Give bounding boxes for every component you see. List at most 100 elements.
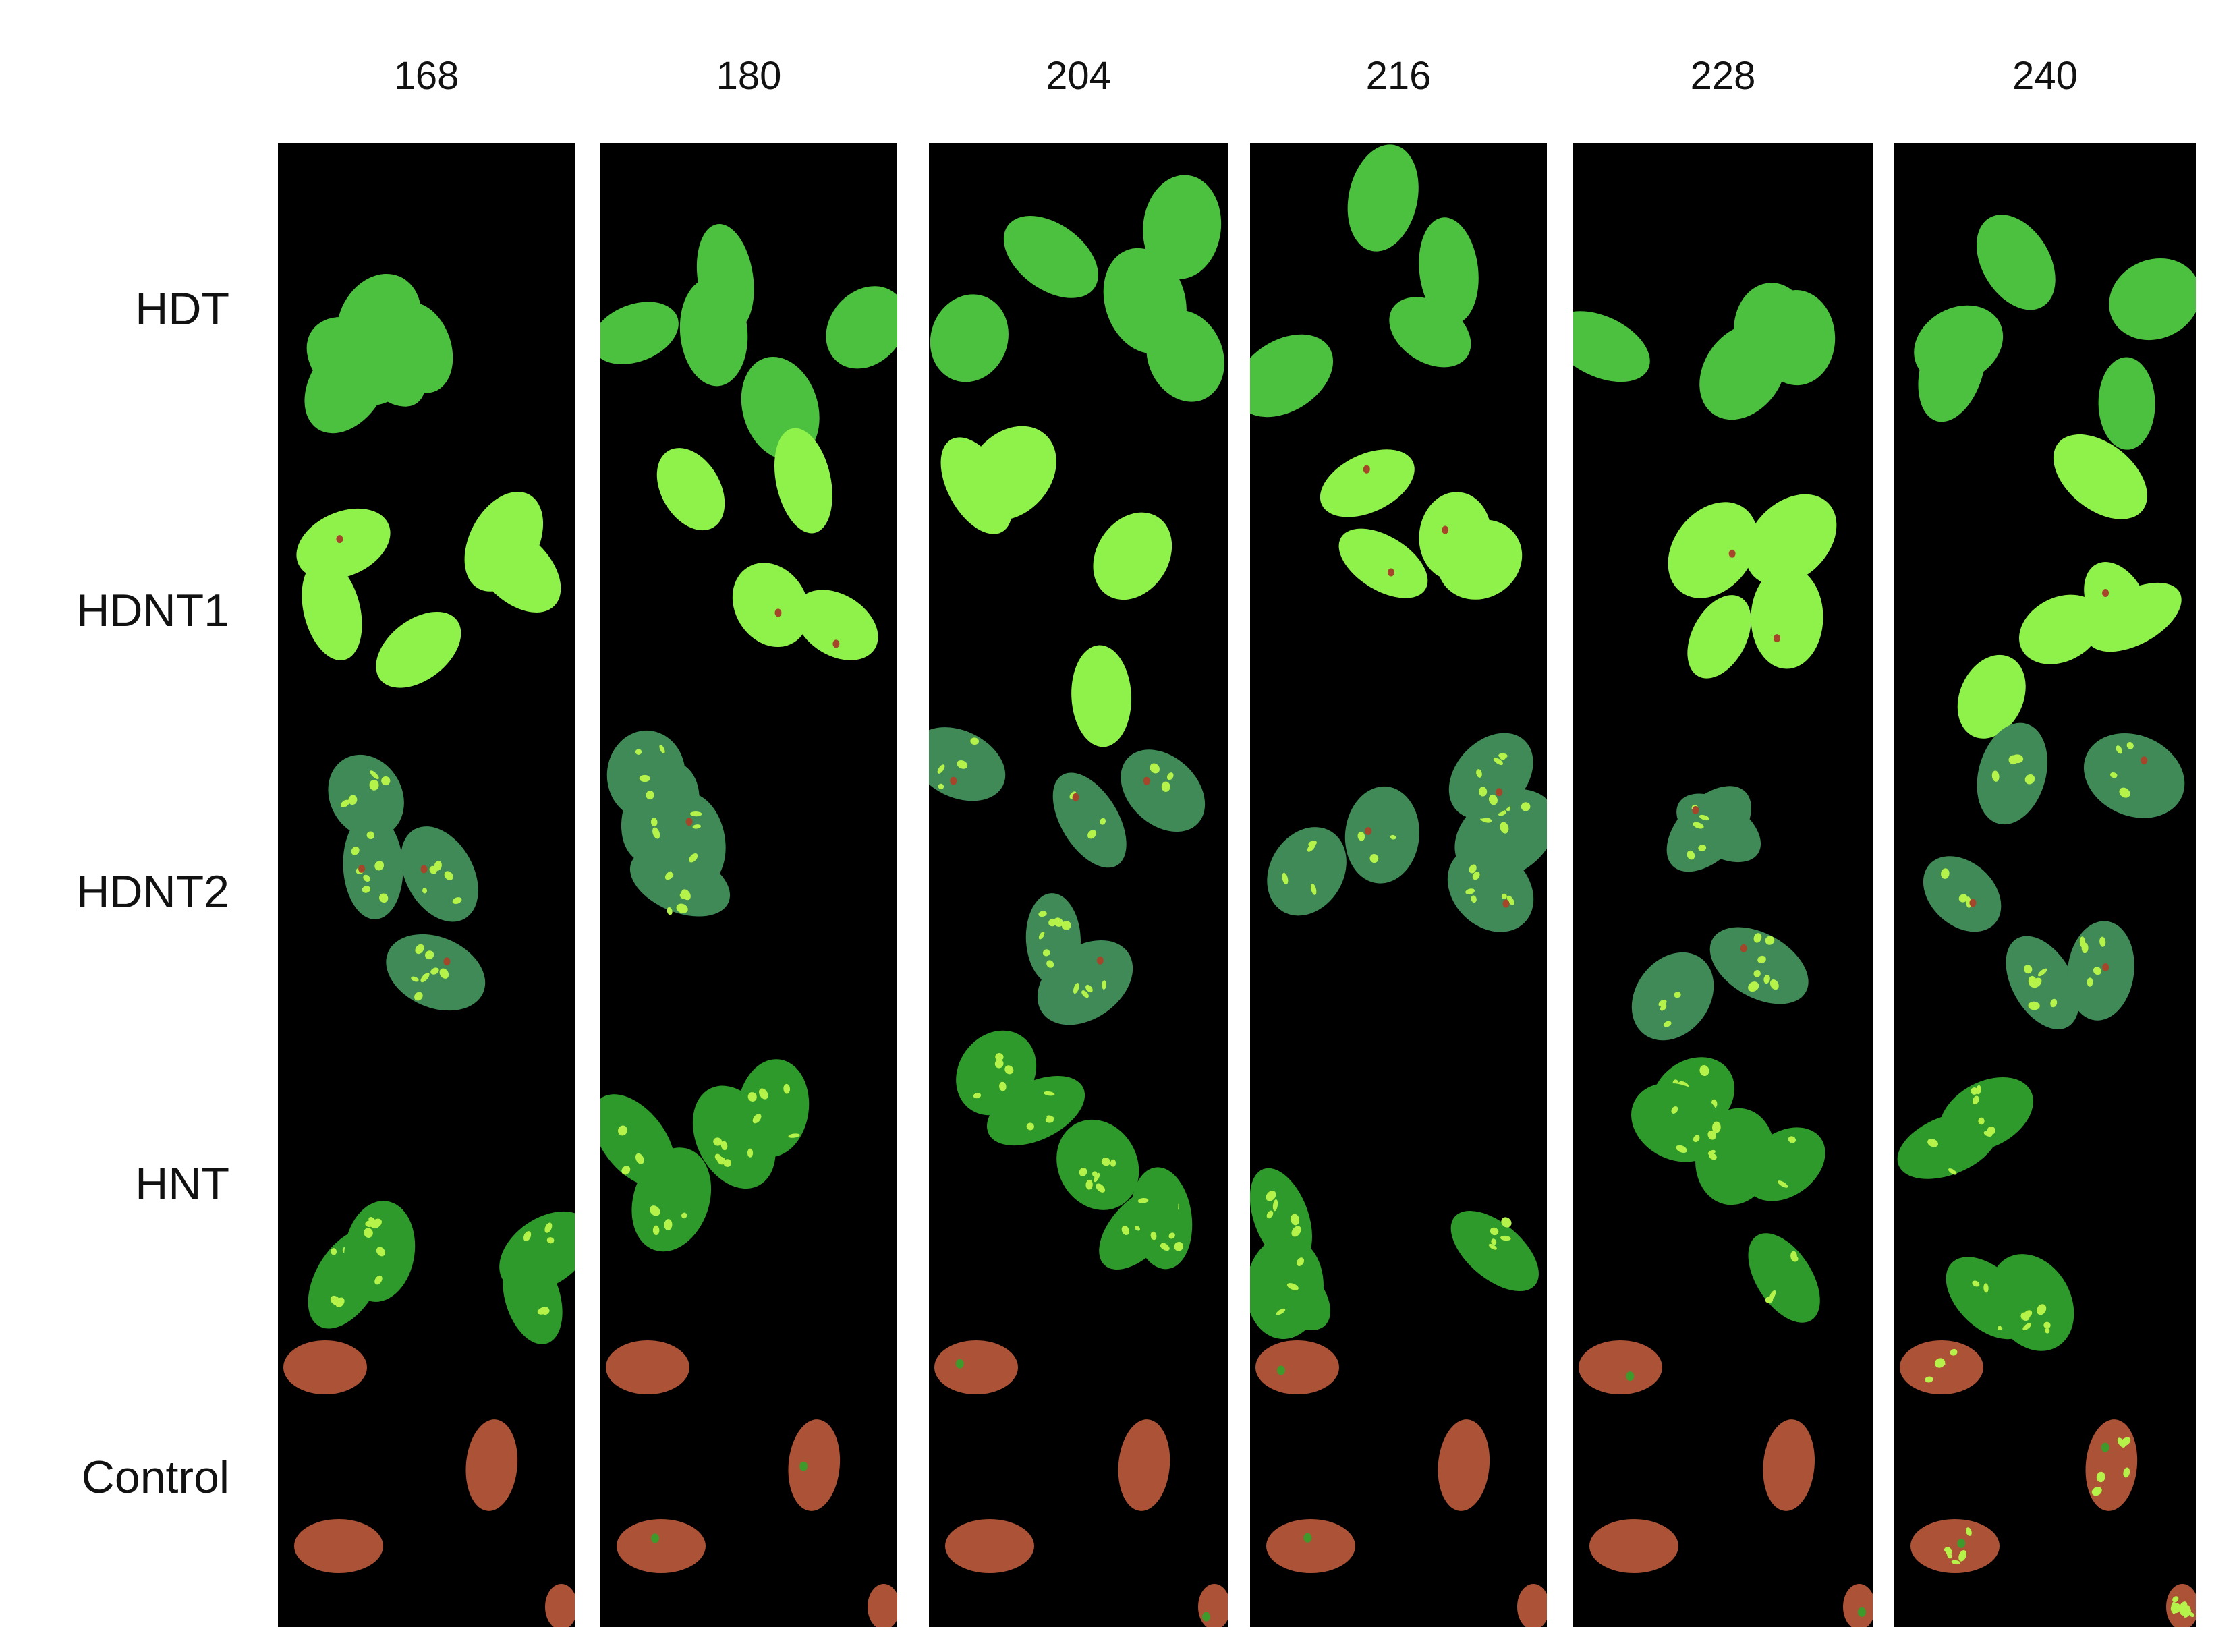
speckle-mark bbox=[1150, 763, 1160, 774]
speckle-mark bbox=[370, 770, 379, 780]
speckle-mark bbox=[1476, 769, 1482, 778]
speckle-mark bbox=[1096, 1183, 1106, 1193]
speckle-mark bbox=[1266, 1191, 1276, 1201]
seed-hdnt2 bbox=[343, 814, 403, 919]
speckle-mark bbox=[374, 1275, 383, 1285]
seed-hdnt1 bbox=[795, 590, 878, 660]
seed-hdt bbox=[696, 224, 754, 332]
speckle-mark bbox=[1166, 772, 1174, 780]
speckle-mark bbox=[1493, 758, 1503, 766]
speckle-mark bbox=[1369, 854, 1379, 863]
speckle-mark bbox=[1778, 1180, 1788, 1188]
damage-mark bbox=[1442, 525, 1449, 534]
seed-control bbox=[868, 1584, 897, 1627]
mold-mark bbox=[1276, 1365, 1285, 1375]
speckle-mark bbox=[1491, 1238, 1497, 1245]
damage-mark bbox=[832, 639, 840, 648]
speckle-mark bbox=[368, 1217, 376, 1226]
speckle-mark bbox=[2045, 1328, 2050, 1334]
seed-control bbox=[934, 1340, 1018, 1394]
column-label-204: 204 bbox=[1046, 54, 1111, 98]
speckle-mark bbox=[1469, 864, 1477, 874]
speckle-mark bbox=[788, 1133, 800, 1138]
speckle-mark bbox=[2022, 1323, 2032, 1331]
speckle-mark bbox=[2171, 1601, 2177, 1614]
speckle-mark bbox=[1498, 753, 1508, 759]
speckle-mark bbox=[331, 1248, 337, 1255]
seed-control bbox=[1118, 1419, 1170, 1511]
speckle-mark bbox=[1983, 1131, 1993, 1137]
seed-hdnt2 bbox=[1666, 786, 1752, 872]
speckle-mark bbox=[621, 1166, 631, 1175]
damage-mark bbox=[1969, 899, 1977, 907]
seed-hdnt1 bbox=[1320, 449, 1415, 517]
speckle-mark bbox=[1026, 1122, 1034, 1131]
speckle-mark bbox=[1161, 781, 1170, 792]
panel-228 bbox=[1573, 143, 1873, 1627]
speckle-mark bbox=[444, 871, 453, 880]
speckle-mark bbox=[1004, 1065, 1014, 1075]
mold-mark bbox=[651, 1533, 660, 1543]
seed-hdnt1 bbox=[965, 426, 1056, 521]
mold-mark bbox=[1857, 1607, 1866, 1617]
seed-hdnt1 bbox=[2086, 582, 2182, 652]
speckle-mark bbox=[1092, 1171, 1098, 1177]
panel-204 bbox=[929, 143, 1228, 1627]
speckle-mark bbox=[1709, 1153, 1717, 1160]
speckle-mark bbox=[1500, 822, 1509, 834]
speckle-mark bbox=[1707, 1130, 1716, 1140]
seed-hdnt1 bbox=[2053, 434, 2147, 519]
speckle-mark bbox=[1168, 1232, 1175, 1239]
speckle-mark bbox=[1753, 970, 1761, 977]
speckle-mark bbox=[650, 818, 658, 827]
speckle-mark bbox=[1276, 1308, 1286, 1315]
speckle-mark bbox=[1046, 960, 1054, 968]
panel-240 bbox=[1894, 143, 2196, 1627]
seed-control bbox=[283, 1340, 367, 1394]
speckle-mark bbox=[341, 799, 350, 807]
speckle-mark bbox=[635, 749, 642, 755]
speckle-mark bbox=[2178, 1601, 2188, 1613]
speckle-mark bbox=[652, 827, 660, 839]
seed-control bbox=[1198, 1584, 1228, 1627]
seed-hdnt1 bbox=[464, 491, 544, 592]
seed-hdt bbox=[2098, 357, 2155, 450]
seed-control bbox=[1266, 1519, 1355, 1573]
speckle-mark bbox=[1094, 1172, 1100, 1183]
speckle-mark bbox=[1073, 982, 1079, 994]
speckle-mark bbox=[659, 745, 665, 753]
speckle-mark bbox=[681, 889, 691, 901]
speckle-mark bbox=[759, 1088, 768, 1100]
seed-hnt bbox=[1450, 1211, 1539, 1292]
seed-control bbox=[465, 1419, 518, 1511]
speckle-mark bbox=[1951, 1560, 1960, 1565]
speckle-mark bbox=[937, 764, 945, 774]
speckle-mark bbox=[2099, 936, 2106, 947]
speckle-mark bbox=[747, 1148, 754, 1158]
damage-mark bbox=[685, 818, 693, 826]
speckle-mark bbox=[1748, 981, 1759, 992]
damage-mark bbox=[1692, 805, 1699, 814]
speckle-mark bbox=[2037, 1304, 2047, 1315]
seed-hdnt1 bbox=[1745, 494, 1837, 586]
speckle-mark bbox=[1769, 979, 1779, 990]
speckle-mark bbox=[1488, 794, 1498, 805]
seed-control bbox=[1910, 1519, 2000, 1573]
speckle-mark bbox=[1150, 1231, 1157, 1241]
damage-mark bbox=[420, 865, 428, 874]
speckle-mark bbox=[1061, 921, 1071, 930]
speckle-mark bbox=[1134, 1226, 1141, 1231]
speckle-mark bbox=[1753, 933, 1762, 943]
damage-mark bbox=[1388, 568, 1395, 577]
speckle-mark bbox=[364, 1228, 373, 1238]
speckle-mark bbox=[1693, 822, 1704, 829]
speckle-mark bbox=[1966, 1527, 1972, 1536]
speckle-mark bbox=[1699, 1064, 1709, 1077]
mold-mark bbox=[799, 1461, 808, 1471]
seed-hdt bbox=[1389, 297, 1471, 368]
speckle-mark bbox=[1991, 770, 2000, 782]
speckle-mark bbox=[2120, 1437, 2131, 1446]
seed-control bbox=[1843, 1584, 1873, 1627]
damage-mark bbox=[2102, 963, 2109, 972]
speckle-mark bbox=[1946, 1549, 1952, 1555]
